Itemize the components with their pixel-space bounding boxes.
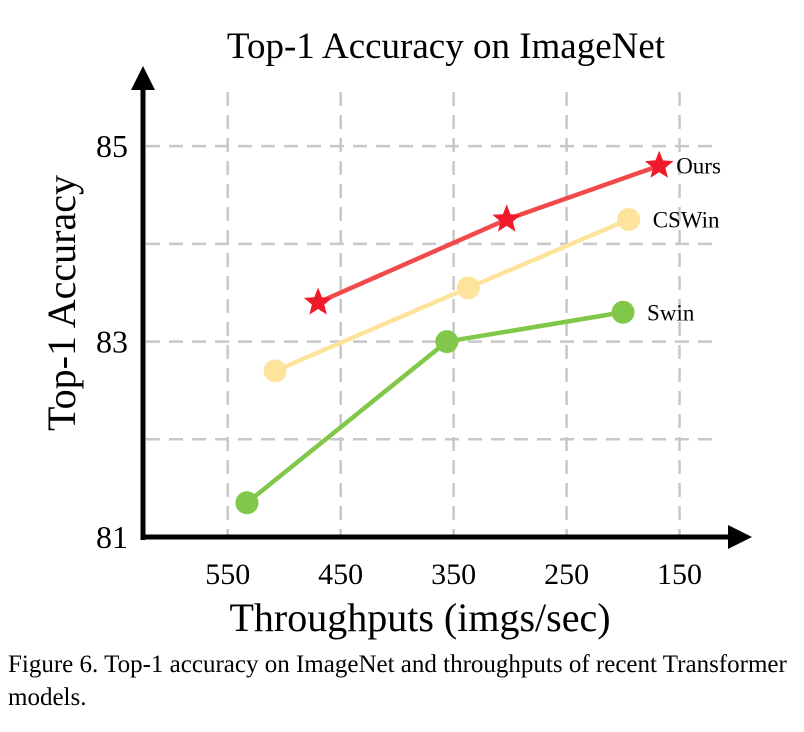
data-point-cswin-1 [456,276,480,300]
series-label-ours: Ours [676,154,721,179]
data-point-cswin-2 [617,207,641,231]
x-axis-arrow [728,525,752,549]
data-point-swin-2 [611,300,635,324]
series: Ours CSWin Swin [235,150,721,515]
y-tick-label-0: 81 [96,519,128,555]
series-line-ours [315,163,662,305]
grid [146,92,712,535]
x-tick-label-1: 450 [318,558,363,591]
x-tick-label-2: 350 [431,558,476,591]
x-axis-label: Throughputs (imgs/sec) [229,595,610,640]
y-tick-label-2: 85 [96,128,128,164]
x-tick-label-3: 250 [544,558,589,591]
axes [131,66,752,549]
chart: Top-1 Accuracy on ImageNet 550 450 350 250 1… [39,26,752,640]
series-cswin: CSWin [263,207,720,383]
y-axis-arrow [131,66,155,90]
y-tick-label-1: 83 [96,324,128,360]
data-point-swin-0 [235,491,259,515]
series-ours: Ours [303,150,721,315]
data-point-ours-1 [492,204,521,232]
data-point-ours-2 [644,150,674,178]
series-swin: Swin [235,300,695,515]
y-axis-label: Top-1 Accuracy [39,175,84,431]
data-point-cswin-0 [263,359,287,383]
chart-title: Top-1 Accuracy on ImageNet [227,26,666,67]
x-tick-label-4: 150 [657,558,702,591]
figure-caption: Figure 6. Top-1 accuracy on ImageNet and… [8,651,787,711]
data-point-ours-0 [303,287,333,315]
series-label-swin: Swin [647,300,695,325]
series-label-cswin: CSWin [653,207,720,232]
x-tick-label-0: 550 [205,558,250,591]
ticks: 550 450 350 250 150 81 83 85 [96,128,702,591]
data-point-swin-1 [435,330,459,354]
